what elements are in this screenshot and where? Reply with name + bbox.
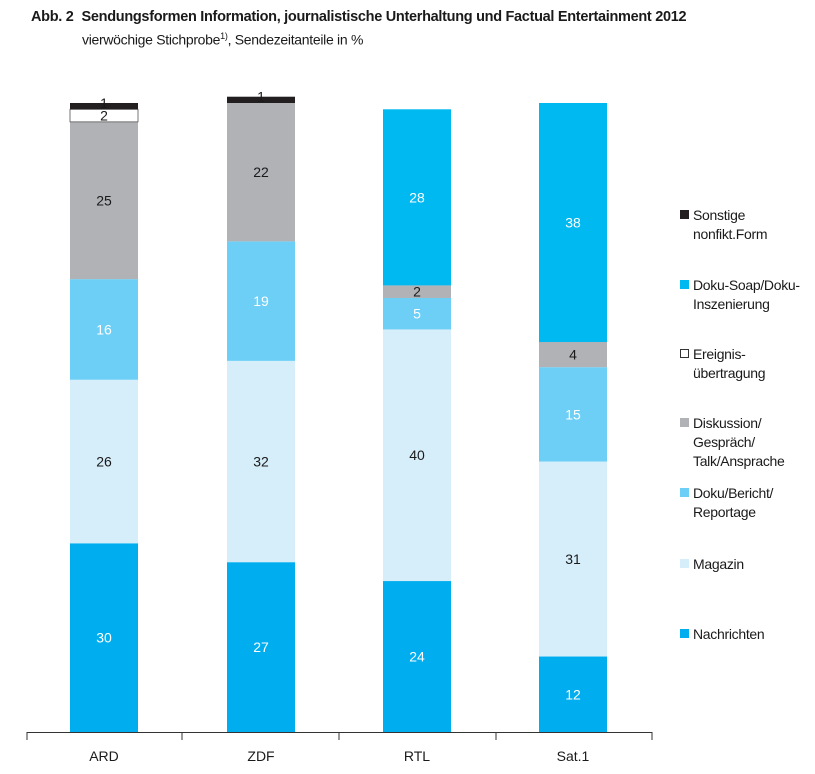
legend-label: Magazin	[693, 555, 744, 574]
legend-item: Doku/Bericht/ Reportage	[680, 484, 773, 522]
legend-swatch	[680, 488, 689, 497]
x-tick-label: Sat.1	[557, 748, 590, 764]
data-label-ard: 26	[96, 454, 112, 470]
legend-swatch	[680, 280, 689, 289]
data-label-zdf: 32	[253, 454, 269, 470]
data-label-zdf: 19	[253, 293, 269, 309]
legend-label: Diskussion/ Gespräch/ Talk/Ansprache	[693, 414, 785, 471]
data-label-ard: 16	[96, 321, 112, 337]
data-label-ard: 1	[100, 95, 108, 111]
data-label-sat-1: 12	[565, 686, 581, 702]
data-label-zdf: 22	[253, 164, 269, 180]
data-label-rtl: 5	[413, 306, 421, 322]
legend-item: Ereignis- übertragung	[680, 345, 765, 383]
data-label-sat-1: 4	[569, 347, 577, 363]
legend-label: Ereignis- übertragung	[693, 345, 765, 383]
data-label-ard: 30	[96, 630, 112, 646]
legend-item: Magazin	[680, 555, 744, 574]
x-tick-label: ZDF	[247, 748, 274, 764]
legend-swatch	[680, 418, 689, 427]
legend-item: Sonstige nonfikt.Form	[680, 206, 767, 244]
data-label-rtl: 40	[409, 447, 425, 463]
legend-label: Sonstige nonfikt.Form	[693, 206, 767, 244]
legend-swatch	[680, 559, 689, 568]
data-label-sat-1: 31	[565, 551, 581, 567]
legend-swatch	[680, 349, 689, 358]
data-label-ard: 25	[96, 192, 112, 208]
legend-item: Doku-Soap/Doku- Inszenierung	[680, 276, 800, 314]
stacked-bar-chart: 302616252127321922124405228123115438ARD Z…	[0, 0, 815, 774]
legend-swatch	[680, 629, 689, 638]
legend-swatch	[680, 210, 689, 219]
data-label-sat-1: 38	[565, 215, 581, 231]
data-label-rtl: 24	[409, 649, 425, 665]
data-label-zdf: 27	[253, 639, 269, 655]
data-label-sat-1: 15	[565, 406, 581, 422]
legend-item: Diskussion/ Gespräch/ Talk/Ansprache	[680, 414, 785, 471]
x-tick-label: ARD	[89, 748, 119, 764]
legend-label: Nachrichten	[693, 625, 764, 644]
data-label-zdf: 1	[257, 89, 265, 105]
legend-label: Doku/Bericht/ Reportage	[693, 484, 773, 522]
data-label-rtl: 28	[409, 189, 425, 205]
legend-label: Doku-Soap/Doku- Inszenierung	[693, 276, 800, 314]
legend-item: Nachrichten	[680, 625, 764, 644]
x-tick-label: RTL	[404, 748, 430, 764]
data-label-rtl: 2	[413, 284, 421, 300]
